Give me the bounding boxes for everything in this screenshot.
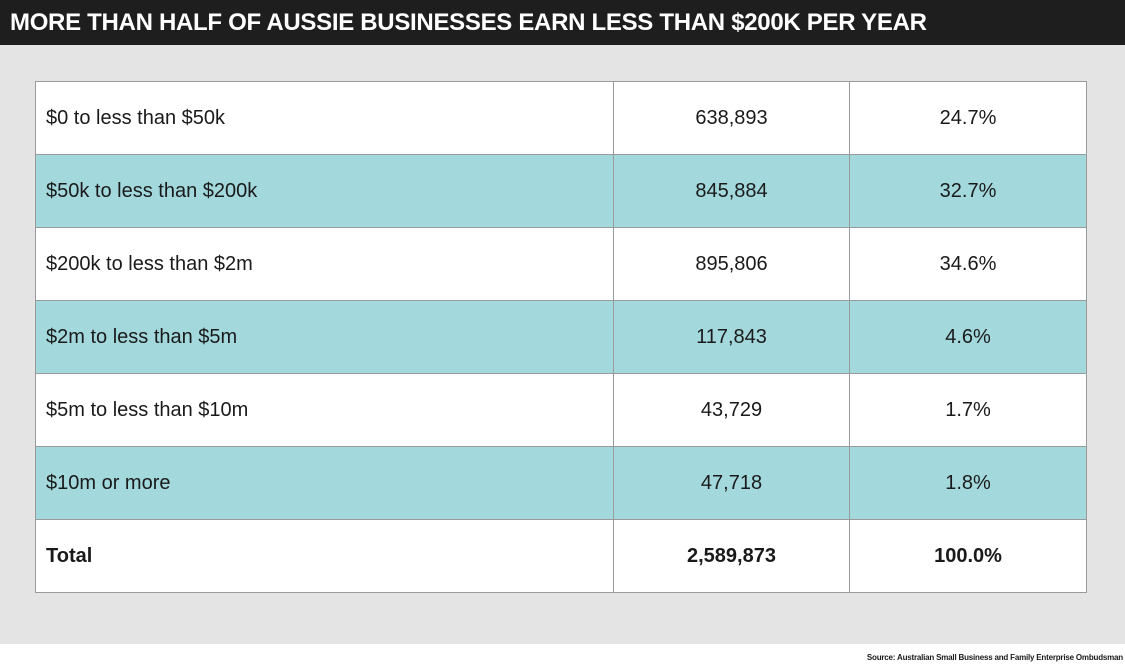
table-row: $200k to less than $2m 895,806 34.6%: [35, 227, 1087, 301]
row-count: 117,843: [613, 300, 850, 374]
row-percent: 1.7%: [849, 373, 1087, 447]
row-label: $2m to less than $5m: [35, 300, 614, 374]
table-row: $0 to less than $50k 638,893 24.7%: [35, 81, 1087, 155]
row-label: $50k to less than $200k: [35, 154, 614, 228]
row-percent: 34.6%: [849, 227, 1087, 301]
table-row: $10m or more 47,718 1.8%: [35, 446, 1087, 520]
row-count: 638,893: [613, 81, 850, 155]
row-count: 2,589,873: [613, 519, 850, 593]
table-row-total: Total 2,589,873 100.0%: [35, 519, 1087, 593]
row-label: $0 to less than $50k: [35, 81, 614, 155]
row-count: 845,884: [613, 154, 850, 228]
row-percent: 1.8%: [849, 446, 1087, 520]
chart-header: MORE THAN HALF OF AUSSIE BUSINESSES EARN…: [0, 0, 1125, 45]
row-count: 43,729: [613, 373, 850, 447]
table-row: $2m to less than $5m 117,843 4.6%: [35, 300, 1087, 374]
chart-title: MORE THAN HALF OF AUSSIE BUSINESSES EARN…: [10, 9, 927, 36]
row-percent: 24.7%: [849, 81, 1087, 155]
row-label: $200k to less than $2m: [35, 227, 614, 301]
table-row: $50k to less than $200k 845,884 32.7%: [35, 154, 1087, 228]
revenue-table: $0 to less than $50k 638,893 24.7% $50k to …: [35, 81, 1087, 593]
row-label: $5m to less than $10m: [35, 373, 614, 447]
row-percent: 100.0%: [849, 519, 1087, 593]
row-label: Total: [35, 519, 614, 593]
row-percent: 32.7%: [849, 154, 1087, 228]
row-count: 895,806: [613, 227, 850, 301]
row-label: $10m or more: [35, 446, 614, 520]
row-count: 47,718: [613, 446, 850, 520]
table-body: $0 to less than $50k 638,893 24.7% $50k to …: [35, 81, 1087, 593]
table-row: $5m to less than $10m 43,729 1.7%: [35, 373, 1087, 447]
row-percent: 4.6%: [849, 300, 1087, 374]
source-note: Source: Australian Small Business and Fa…: [866, 653, 1123, 662]
